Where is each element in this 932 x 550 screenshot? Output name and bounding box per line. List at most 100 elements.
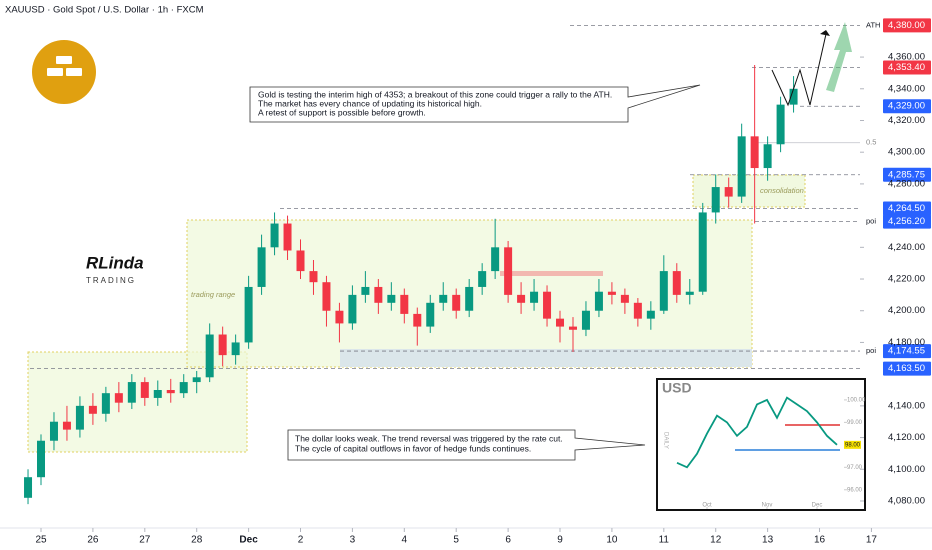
candles — [24, 65, 798, 505]
x-tick-label: 28 — [191, 535, 203, 546]
zone — [500, 271, 603, 276]
x-tick-label: 10 — [606, 535, 618, 546]
x-tick-label: 16 — [814, 535, 826, 546]
price-tag — [883, 99, 931, 114]
x-tick-label: 9 — [557, 535, 563, 546]
y-tick-label: 100.00 — [847, 397, 866, 403]
y-tick-label: 4,280.00 — [888, 178, 925, 189]
candle-body — [49, 421, 58, 441]
y-tick-label: 96.00 — [847, 487, 863, 493]
candle-body — [231, 342, 240, 356]
x-tick-label: Dec — [812, 503, 823, 509]
y-tick-label: 99.00 — [847, 420, 863, 426]
y-tick-label: 4,200.00 — [888, 305, 925, 316]
price-tag — [883, 361, 931, 376]
arrow — [826, 22, 852, 92]
x-tick-label: 3 — [350, 535, 356, 546]
candle-body — [283, 223, 292, 251]
price-tag — [883, 344, 931, 359]
candle-body — [75, 405, 84, 430]
y-tick-label: 4,360.00 — [888, 52, 925, 63]
candle-body — [633, 302, 642, 319]
candle-body — [127, 382, 136, 403]
inset-title: USD — [662, 380, 692, 396]
candle-body — [659, 271, 668, 311]
zone — [692, 174, 806, 208]
watermark: RLinda — [86, 253, 144, 272]
zone-label: trading range — [191, 290, 235, 299]
candle-body — [776, 104, 785, 145]
candle-body — [322, 282, 331, 311]
callout-text: The cycle of capital outflows in favor o… — [295, 443, 531, 453]
x-tick-label: 2 — [298, 535, 304, 546]
candle-body — [439, 294, 448, 303]
candle-body — [426, 302, 435, 327]
candle-body — [581, 310, 590, 330]
candle-body — [88, 405, 97, 414]
projection — [820, 30, 830, 36]
price-tag-label: 98.00 — [845, 442, 861, 448]
price-tag-label: 4,163.50 — [888, 363, 925, 374]
levels: 4,380.00 ATH 4,353.40 4,329.00 4,285.75 4,264… — [30, 18, 931, 376]
candle-body — [257, 247, 266, 287]
inset — [656, 378, 866, 511]
inset-subtitle: DAILY — [662, 432, 668, 449]
x-tick-label: Dec — [239, 535, 258, 546]
price-tag — [883, 167, 931, 182]
candle-body — [140, 382, 149, 398]
y-tick-label: 4,300.00 — [888, 147, 925, 158]
y-tick-label: 4,080.00 — [888, 495, 925, 506]
usd-line — [676, 396, 838, 469]
candle-body — [711, 187, 720, 213]
price-tag — [844, 440, 861, 449]
price-tag-label: 4,256.20 — [888, 216, 925, 227]
y-tick-label: 97.00 — [847, 465, 863, 471]
zone-label: consolidation — [760, 186, 804, 195]
candle-body — [24, 477, 33, 498]
candle-body — [556, 318, 565, 327]
zone — [340, 349, 752, 367]
projection — [771, 33, 827, 107]
callout — [287, 429, 646, 461]
logo-icon — [47, 56, 82, 76]
price-tag-label: 4,353.40 — [888, 62, 925, 73]
x-tick-label: Nov — [762, 503, 773, 509]
candle-body — [620, 294, 629, 303]
x-tick-label: 13 — [762, 535, 774, 546]
candle-body — [685, 291, 694, 295]
candle-body — [737, 136, 746, 197]
candle-body — [166, 390, 175, 394]
x-tick-label: 5 — [453, 535, 459, 546]
candle-body — [504, 247, 513, 295]
candle-body — [62, 421, 71, 430]
candle-body — [750, 136, 759, 169]
price-tag-label: 4,174.55 — [888, 346, 925, 357]
candle-body — [698, 212, 707, 292]
candle-body — [309, 271, 318, 283]
candle-body — [672, 271, 681, 295]
watermark: TRADING — [86, 276, 136, 285]
candle-body — [37, 440, 46, 478]
candle-body — [543, 291, 552, 319]
price-tag — [883, 60, 931, 75]
y-tick-label: 4,100.00 — [888, 464, 925, 475]
callout — [249, 84, 701, 123]
candle-body — [465, 286, 474, 311]
level-note: poi — [866, 217, 876, 226]
x-tick-label: 4 — [402, 535, 408, 546]
candle-body — [387, 294, 396, 303]
callout-text: A retest of support is possible before g… — [258, 107, 426, 117]
x-tick-label: 6 — [505, 535, 511, 546]
symbol-title: XAUUSD · Gold Spot / U.S. Dollar · 1h · … — [5, 5, 204, 16]
y-tick-label: 4,180.00 — [888, 337, 925, 348]
candle-body — [270, 223, 279, 248]
candle-body — [296, 250, 305, 272]
x-tick-label: 17 — [866, 535, 878, 546]
candle-body — [724, 187, 733, 197]
fib-label: 0.5 — [866, 138, 876, 147]
x-tick-label: 11 — [659, 535, 670, 546]
candle-body — [517, 294, 526, 303]
candle-body — [348, 294, 357, 324]
x-tick-label: 12 — [710, 535, 722, 546]
